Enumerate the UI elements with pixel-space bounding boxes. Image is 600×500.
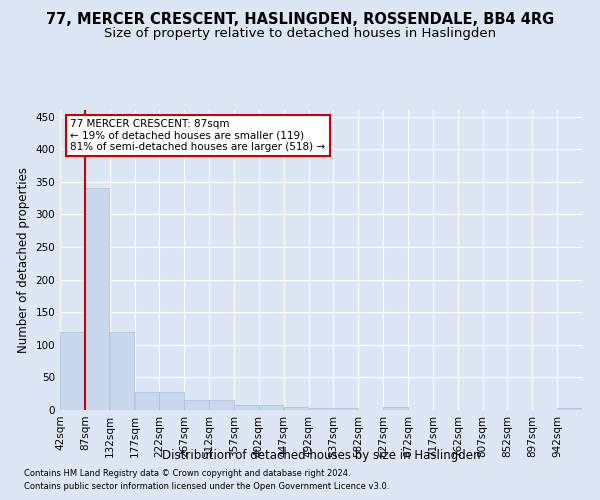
Bar (383, 406, 408, 410)
Bar (85, 188, 109, 410)
Bar (209, 400, 234, 410)
Text: Contains HM Land Registry data © Crown copyright and database right 2024.: Contains HM Land Registry data © Crown c… (24, 468, 350, 477)
Y-axis label: Number of detached properties: Number of detached properties (17, 167, 30, 353)
Text: Size of property relative to detached houses in Haslingden: Size of property relative to detached ho… (104, 28, 496, 40)
Bar (110, 332, 134, 410)
Text: Distribution of detached houses by size in Haslingden: Distribution of detached houses by size … (162, 448, 480, 462)
Bar (557, 408, 582, 410)
Bar (184, 400, 209, 410)
Bar (160, 392, 184, 410)
Bar (234, 405, 259, 410)
Text: 77 MERCER CRESCENT: 87sqm
← 19% of detached houses are smaller (119)
81% of semi: 77 MERCER CRESCENT: 87sqm ← 19% of detac… (70, 119, 326, 152)
Bar (259, 406, 283, 410)
Bar (334, 408, 358, 410)
Bar (60, 332, 85, 410)
Text: Contains public sector information licensed under the Open Government Licence v3: Contains public sector information licen… (24, 482, 389, 491)
Bar (284, 406, 308, 410)
Bar (308, 408, 333, 410)
Text: 77, MERCER CRESCENT, HASLINGDEN, ROSSENDALE, BB4 4RG: 77, MERCER CRESCENT, HASLINGDEN, ROSSEND… (46, 12, 554, 28)
Bar (134, 392, 159, 410)
